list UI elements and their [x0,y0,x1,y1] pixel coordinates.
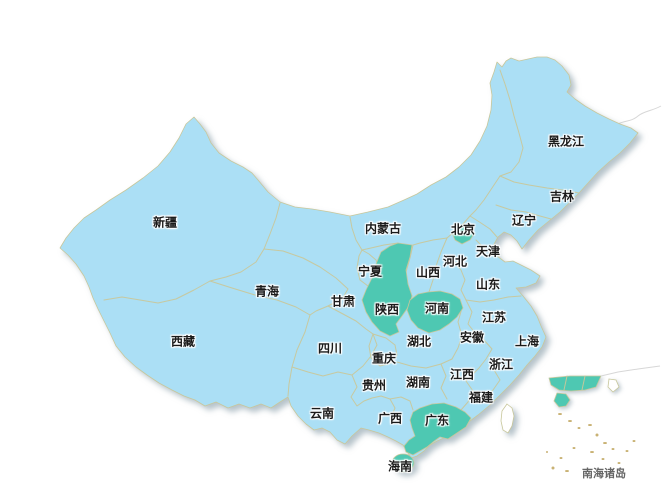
province-label-heilongjiang[interactable]: 黑龙江 [547,134,585,149]
province-label-shanghai[interactable]: 上海 [514,334,540,349]
province-borders [103,69,580,416]
inset-coast-shape [548,375,602,392]
province-shape-hainan[interactable] [391,453,415,473]
province-shape-henan[interactable] [406,290,464,334]
inset-coast-border [563,375,568,391]
province-label-xinjiang[interactable]: 新疆 [152,215,178,230]
province-label-liaoning[interactable]: 辽宁 [511,213,537,228]
province-label-chongqing[interactable]: 重庆 [371,351,397,366]
south-china-sea-inset [548,375,620,408]
province-label-jiangxi[interactable]: 江西 [449,367,475,382]
province-label-beijing[interactable]: 北京 [450,222,476,237]
province-label-shaanxi[interactable]: 陕西 [374,302,400,317]
province-label-gansu[interactable]: 甘肃 [330,294,356,309]
province-label-shanxi[interactable]: 山西 [415,265,441,280]
province-label-hebei[interactable]: 河北 [442,254,468,269]
province-label-henan[interactable]: 河南 [424,301,450,316]
inset-hainan-shape [553,392,571,408]
province-label-guangxi[interactable]: 广西 [377,411,403,426]
province-label-fujian[interactable]: 福建 [468,390,494,405]
province-label-hainan[interactable]: 海南 [387,459,413,474]
province-label-guizhou[interactable]: 贵州 [361,378,387,393]
taiwan-island-shape [500,403,515,434]
province-label-shandong[interactable]: 山东 [475,277,501,292]
province-shape-guangdong[interactable] [403,402,472,456]
province-label-jiangsu[interactable]: 江苏 [481,310,507,325]
province-shape-beijing[interactable] [451,224,475,245]
china-mainland-shape[interactable] [59,56,639,459]
province-label-xizang[interactable]: 西藏 [170,334,196,349]
province-label-sichuan[interactable]: 四川 [317,341,343,356]
inset-label-nanhai-zhudao: 南海诸岛 [582,467,626,480]
province-label-guangdong[interactable]: 广东 [424,413,450,428]
province-label-ningxia[interactable]: 宁夏 [357,264,383,279]
province-label-qinghai[interactable]: 青海 [254,284,280,299]
province-shape-shaanxi[interactable] [361,242,413,337]
province-label-tianjin[interactable]: 天津 [475,244,501,259]
province-label-yunnan[interactable]: 云南 [309,406,335,421]
ne-boundary-river-line [617,105,662,125]
inset-taiwan-shape [607,378,620,393]
province-label-hubei[interactable]: 湖北 [406,334,432,349]
province-label-neimenggu[interactable]: 内蒙古 [364,221,402,236]
inset-islands [546,413,636,472]
inset-mainland-coast-line [600,365,661,377]
province-label-hunan[interactable]: 湖南 [405,375,431,390]
province-label-zhejiang[interactable]: 浙江 [488,357,514,372]
province-label-jilin[interactable]: 吉林 [549,189,575,204]
inset-coast-border [581,375,586,391]
province-label-anhui[interactable]: 安徽 [459,330,485,345]
